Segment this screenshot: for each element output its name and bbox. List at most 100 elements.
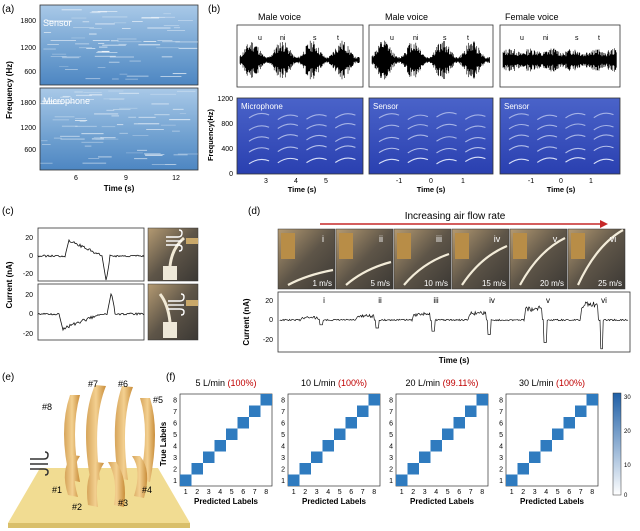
harmonic (378, 136, 400, 143)
panel-b: Male voice Male voice Female voice u ni … (206, 12, 621, 194)
ytick-c-bot-0: 0 (29, 311, 33, 318)
diag-cell-5 (442, 428, 454, 440)
ylabel-b: Frequency(Hz) (206, 108, 215, 161)
harmonic (565, 112, 586, 119)
flow-photo-4: iv 15 m/s (451, 228, 510, 290)
ytick-f-2: 2 (389, 466, 393, 473)
harmonic (277, 157, 299, 164)
photo-roman-5: v (553, 234, 558, 244)
harmonic (334, 113, 356, 119)
harmonic (565, 157, 586, 163)
harmonic (248, 147, 270, 153)
wind-icon (30, 451, 49, 476)
cbar-tick-30: 30 (624, 395, 631, 401)
colorbar: 30 20 10 0 (612, 392, 631, 499)
xtick-f-8: 8 (264, 489, 268, 496)
harmonic (593, 124, 614, 131)
ytick-f-6: 6 (281, 420, 285, 427)
cbar-tick-0: 0 (624, 493, 628, 499)
xtick-f-3: 3 (423, 489, 427, 496)
diag-cell-4 (540, 440, 552, 452)
syl-2-ni: ni (413, 35, 419, 42)
harmonics (248, 112, 614, 165)
ytick-f-1: 1 (281, 478, 285, 485)
xtick-b2-1: 1 (461, 178, 465, 185)
strip-5 (140, 398, 155, 482)
panel-a: Sensor Microphone 1800 1200 600 1800 120… (5, 4, 199, 193)
ytick-f-2: 2 (173, 466, 177, 473)
xtick-b1-5: 5 (324, 178, 328, 185)
flow-photo-6: vi 25 m/s (567, 228, 626, 290)
ytick-c-bot-20: 20 (25, 292, 33, 299)
ytick-b-400: 400 (221, 146, 233, 153)
diag-cell-6 (345, 417, 357, 429)
trace-label-2: ii (378, 296, 382, 305)
matrix-accuracy: (100%) (556, 378, 585, 388)
ytick-d-20: 20 (265, 298, 273, 305)
voice-title-1: Male voice (258, 12, 301, 22)
harmonic (593, 145, 614, 152)
xtick-f-2: 2 (521, 489, 525, 496)
syl-2-t: t (467, 35, 469, 42)
ytick-f-1: 1 (173, 478, 177, 485)
ytick-f-6: 6 (389, 420, 393, 427)
trace-label-3: iii (433, 296, 439, 305)
ytick-b-0: 0 (229, 171, 233, 178)
ytick-f-7: 7 (389, 409, 393, 416)
harmonic (536, 146, 558, 152)
ytick-f-5: 5 (389, 432, 393, 439)
diag-cell-1 (288, 474, 300, 486)
ytick-f-6: 6 (499, 420, 503, 427)
flow-photo-2: ii 5 m/s (335, 228, 394, 290)
xtick-f-4: 4 (326, 489, 330, 496)
ytick-c-bot-m20: -20 (23, 331, 33, 338)
panel-label-c: (c) (2, 206, 14, 217)
matrix-title-4: 30 L/min (100%) (519, 378, 585, 388)
flow-photos: i 1 m/s ii 5 m/s iii 10 m/s iv 15 m/s v 20 m/s vi 2… (277, 228, 626, 290)
current-trace-bottom (37, 292, 145, 332)
matrix-accuracy: (100%) (338, 378, 367, 388)
current-trace-d (279, 301, 629, 350)
harmonic (436, 136, 457, 142)
harmonic (277, 146, 299, 152)
diag-cell-8 (260, 394, 272, 406)
spec-label-sensor-1: Sensor (373, 102, 399, 111)
xtick-f-2: 2 (411, 489, 415, 496)
substrate-edge (8, 523, 190, 528)
xtick-b3-0: 0 (559, 178, 563, 185)
harmonic (464, 125, 486, 131)
xlabel-f-2: Predicted Labels (302, 497, 367, 506)
xtick-f-8: 8 (590, 489, 594, 496)
syl-2-s: s (443, 35, 447, 42)
xtick-f-7: 7 (469, 489, 473, 496)
harmonic (334, 145, 356, 151)
ytick-f-8: 8 (173, 397, 177, 404)
current-plot-bottom (37, 283, 145, 341)
photo-roman-4: iv (494, 234, 501, 244)
ytick-a-bot-1200: 1200 (20, 125, 36, 132)
panel-label-f: (f) (166, 372, 175, 383)
diag-cell-3 (311, 451, 323, 463)
harmonic (407, 124, 429, 130)
ytick-c-top-m20: -20 (23, 271, 33, 278)
panel-label-a: (a) (2, 4, 14, 15)
harmonic (407, 134, 429, 141)
matrix-title-3: 20 L/min (99.11%) (406, 378, 479, 388)
xtick-f-7: 7 (361, 489, 365, 496)
harmonic (248, 136, 270, 142)
diag-cell-1 (506, 474, 518, 486)
matrix-accuracy: (99.11%) (443, 378, 479, 388)
confusion-matrix-2: 10 L/min (100%)1122334455667788Predicted… (281, 378, 381, 506)
trace-label-5: v (546, 296, 550, 305)
harmonic (407, 157, 429, 164)
harmonic (334, 123, 356, 129)
confusion-matrix-3: 20 L/min (99.11%)1122334455667788Predict… (389, 378, 489, 506)
photo-c-bottom (147, 283, 199, 341)
diag-cell-4 (214, 440, 226, 452)
ytick-f-8: 8 (499, 397, 503, 404)
harmonic (306, 124, 327, 130)
photo-roman-2: ii (379, 234, 383, 244)
diag-cell-2 (407, 463, 419, 475)
xlabel-f-3: Predicted Labels (410, 497, 475, 506)
confusion-matrix-4: 30 L/min (100%)1122334455667788Predicted… (499, 378, 599, 506)
